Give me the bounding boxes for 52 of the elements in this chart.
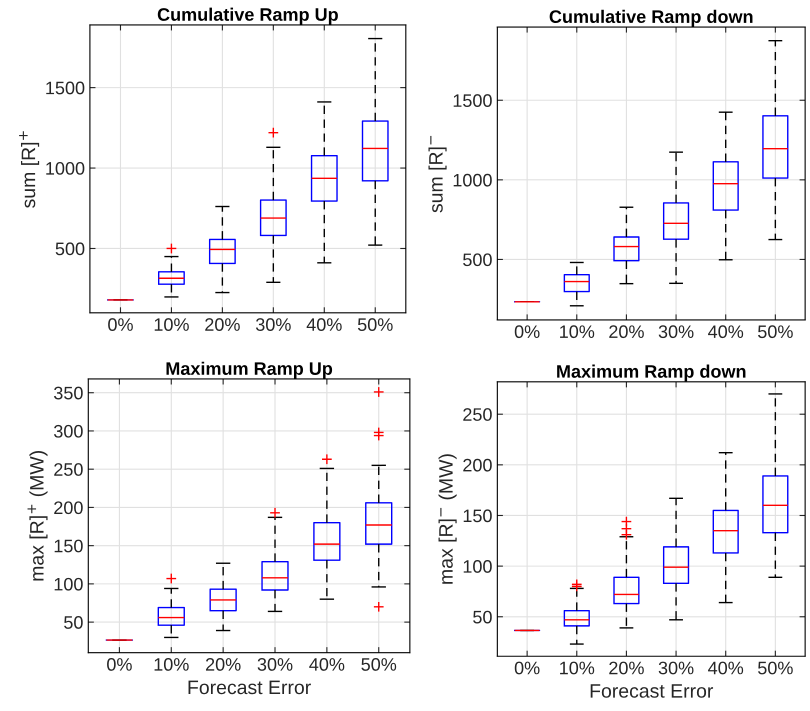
y-tick-label: 1500 (46, 82, 84, 94)
x-tick-label: 30% (256, 318, 291, 331)
x-tick-label: 20% (609, 325, 644, 338)
y-axis-title: sum [R]$^{−}$ (428, 136, 447, 213)
y-tick-label: 100 (464, 560, 492, 573)
y-tick-label: 200 (463, 458, 492, 472)
x-tick-label: 40% (309, 658, 344, 671)
x-tick-label: 0% (514, 662, 540, 674)
x-tick-label: 40% (708, 325, 744, 338)
y-tick-label: 50 (64, 616, 83, 629)
y-axis-title: sum [R]$^{+}$ (19, 131, 40, 208)
x-tick-label: 10% (154, 318, 189, 331)
x-tick-label: 30% (258, 658, 292, 671)
chart-title: Maximum Ramp Up (166, 362, 332, 379)
x-tick-label: 20% (206, 658, 241, 671)
y-tick-label: 150 (54, 540, 83, 552)
y-axis-title: max [R]$^{+}$ (MW) (28, 451, 48, 581)
x-tick-label: 0% (108, 318, 133, 331)
chart-title: Cumulative Ramp Up (158, 8, 338, 24)
x-tick-label: 10% (154, 658, 189, 671)
y-tick-label: 350 (54, 386, 83, 400)
y-tick-label: 500 (56, 242, 84, 256)
y-tick-label: 300 (54, 424, 83, 438)
y-tick-label: 1500 (454, 94, 492, 107)
y-tick-label: 150 (464, 509, 492, 522)
y-tick-label: 1000 (46, 162, 84, 175)
y-tick-label: 100 (54, 578, 83, 591)
x-tick-label: 10% (560, 325, 594, 338)
x-tick-label: 10% (560, 662, 594, 674)
x-tick-label: 50% (358, 318, 393, 331)
x-tick-label: 0% (514, 325, 540, 338)
y-tick-label: 50 (473, 610, 492, 624)
chart-title: Cumulative Ramp down (550, 10, 752, 27)
y-tick-label: 200 (54, 501, 83, 514)
x-tick-label: 30% (658, 325, 694, 338)
y-tick-label: 250 (54, 463, 83, 476)
x-tick-label: 20% (609, 662, 644, 674)
x-tick-label: 0% (107, 658, 132, 671)
x-tick-label: 50% (361, 658, 396, 671)
x-tick-label: 50% (758, 662, 793, 674)
x-tick-label: 40% (708, 662, 744, 674)
x-axis-title: Forecast Error (590, 684, 714, 698)
y-tick-label: 1000 (454, 174, 492, 187)
chart-title: Maximum Ramp down (557, 364, 746, 382)
x-tick-label: 50% (758, 325, 793, 338)
x-axis-title: Forecast Error (188, 680, 311, 694)
x-tick-label: 20% (205, 318, 240, 331)
x-tick-label: 40% (306, 318, 342, 331)
y-tick-label: 500 (463, 253, 492, 266)
x-tick-label: 30% (658, 662, 694, 674)
y-axis-title: max [R]$^{−}$ (MW) (438, 454, 457, 584)
y-tick-label: 250 (463, 408, 492, 421)
